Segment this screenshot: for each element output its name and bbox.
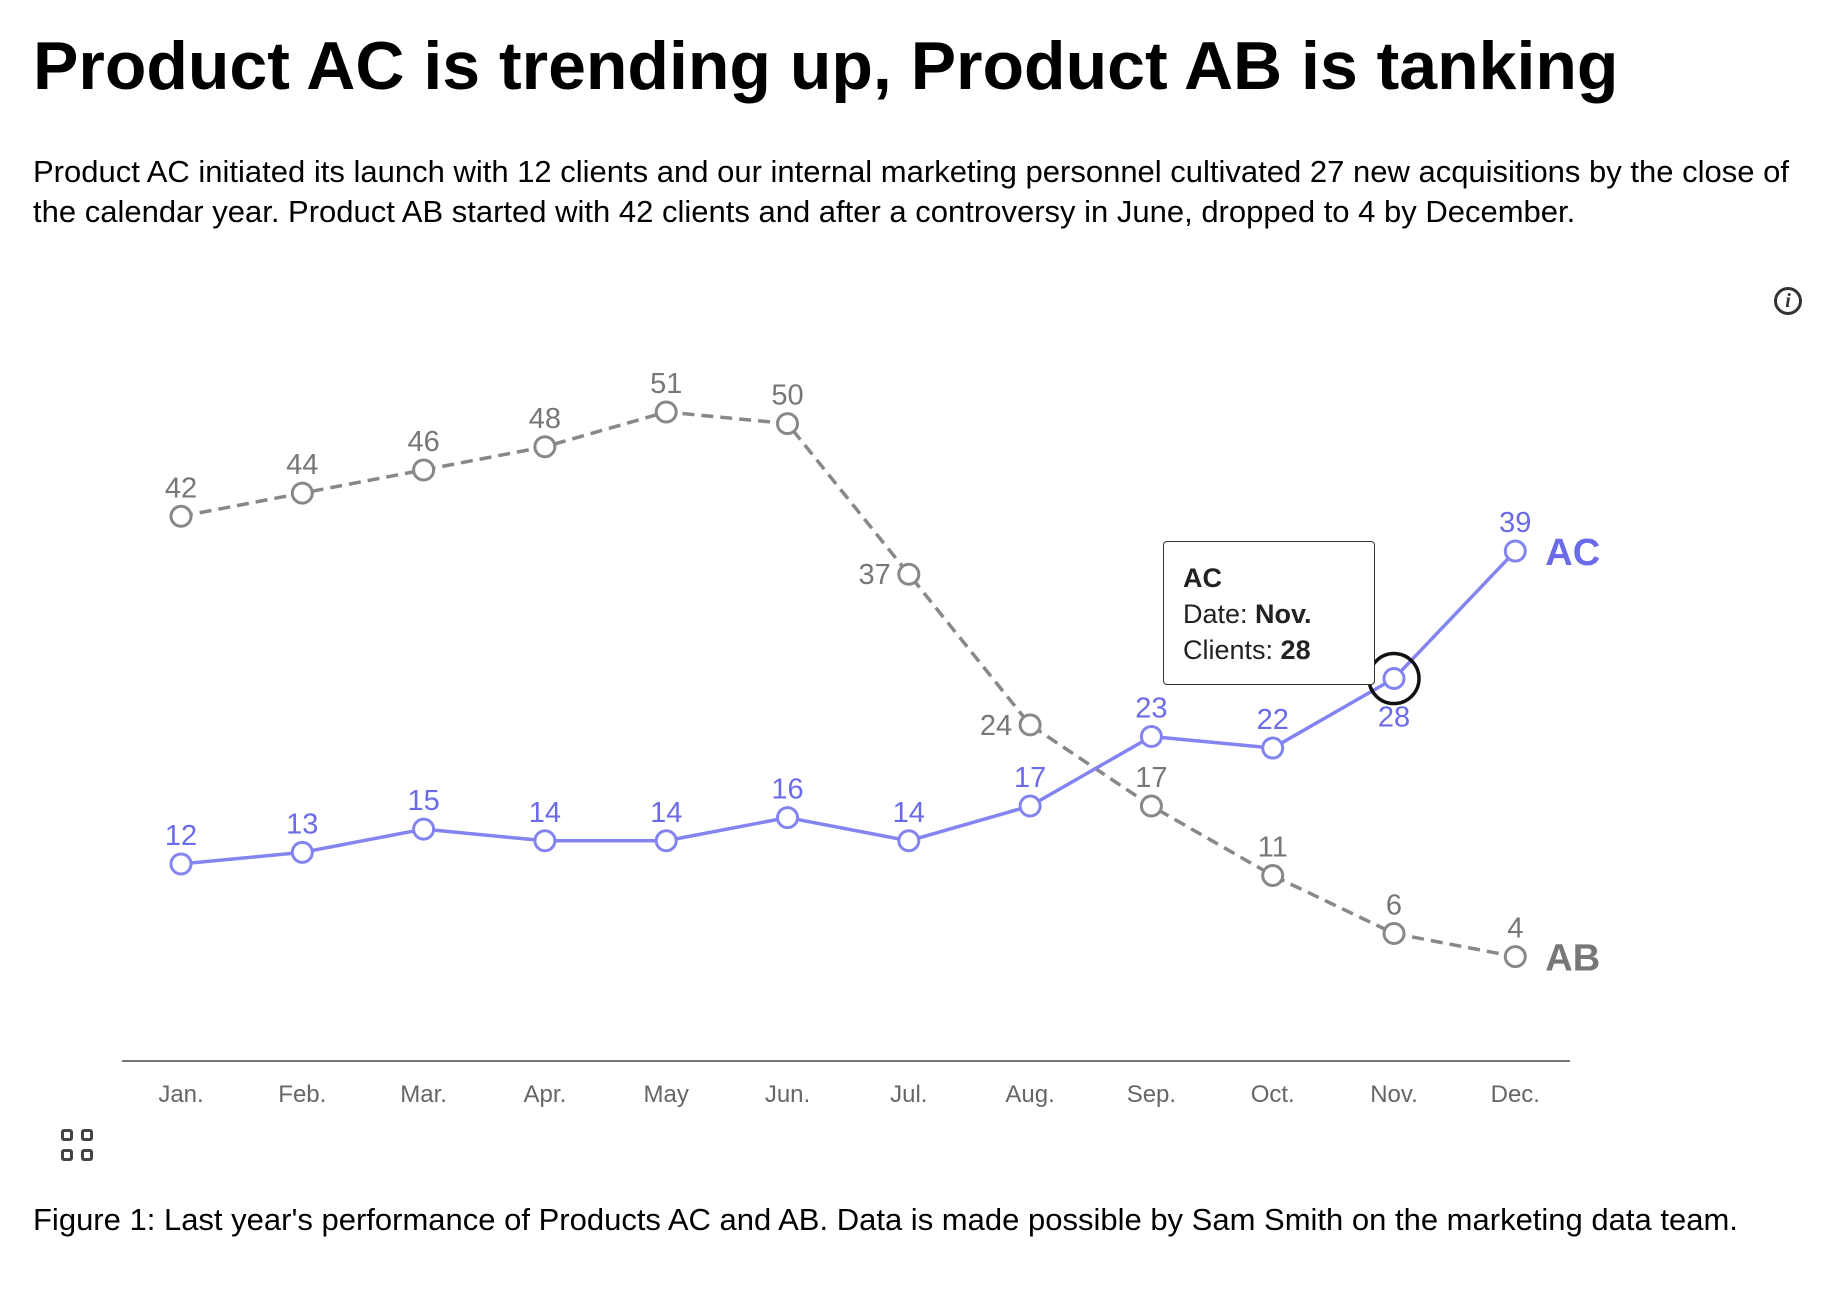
tooltip-date-value: Nov.	[1255, 599, 1312, 629]
x-tick-label: Apr.	[524, 1081, 567, 1108]
x-tick-label: Oct.	[1251, 1081, 1295, 1108]
info-icon-glyph: i	[1785, 289, 1791, 312]
hover-tooltip: AC Date: Nov. Clients: 28	[1163, 541, 1375, 685]
x-tick-label: Sep.	[1127, 1081, 1176, 1108]
chart-subtitle: Product AC initiated its launch with 12 …	[33, 154, 1789, 229]
grid-view-icon[interactable]	[61, 1129, 97, 1165]
x-tick-label: Mar.	[400, 1081, 447, 1108]
x-tick-label: Jul.	[890, 1081, 927, 1108]
chart-title: Product AC is trending up, Product AB is…	[33, 28, 1619, 104]
data-point-ac[interactable]	[776, 806, 799, 830]
data-point-ab[interactable]	[1261, 864, 1285, 888]
x-tick-label: Dec.	[1491, 1081, 1540, 1108]
data-points	[169, 400, 1527, 969]
data-point-ac[interactable]	[1018, 794, 1042, 818]
data-label-ac: 39	[1499, 507, 1531, 539]
data-point-ac[interactable]	[169, 852, 193, 876]
data-point-ab[interactable]	[1503, 945, 1527, 969]
data-point-ab[interactable]	[1382, 921, 1406, 945]
data-point-ab[interactable]	[169, 504, 193, 528]
data-label-ab: 42	[165, 472, 197, 504]
data-point-ac[interactable]	[1503, 539, 1527, 563]
data-label-ab: 24	[980, 710, 1012, 742]
series-lines	[180, 410, 1517, 959]
x-tick-label: May	[644, 1081, 689, 1108]
data-label-ac: 15	[407, 785, 439, 817]
data-point-ab[interactable]	[654, 400, 678, 424]
series-end-label-ab: AB	[1545, 938, 1600, 980]
data-label-ac: 14	[650, 797, 682, 829]
data-point-ac[interactable]	[1139, 724, 1163, 748]
data-label-ab: 50	[771, 380, 803, 412]
data-label-ab: 6	[1386, 889, 1402, 921]
data-label-ac: 28	[1378, 702, 1410, 734]
data-label-ab: 4	[1507, 913, 1523, 945]
figure-caption: Figure 1: Last year's performance of Pro…	[33, 1202, 1738, 1237]
data-point-ac[interactable]	[290, 840, 314, 864]
data-point-ab[interactable]	[412, 458, 436, 482]
data-point-ab[interactable]	[533, 435, 557, 459]
data-label-ab: 44	[286, 449, 318, 481]
data-point-ab[interactable]	[776, 412, 799, 436]
x-tick-label: Jan.	[158, 1081, 203, 1108]
data-point-ab[interactable]	[1018, 713, 1042, 737]
data-label-ac: 14	[893, 797, 925, 829]
data-point-ac[interactable]	[1382, 667, 1406, 691]
x-tick-label: Jun.	[765, 1081, 810, 1108]
tooltip-series-name: AC	[1183, 563, 1222, 593]
series-line-ac	[180, 549, 1517, 866]
data-label-ab: 48	[529, 403, 561, 435]
data-point-ab[interactable]	[897, 562, 921, 586]
data-label-ac: 22	[1257, 704, 1289, 736]
data-label-ab: 17	[1135, 762, 1167, 794]
x-tick-label: Feb.	[278, 1081, 326, 1108]
data-label-ab: 51	[650, 368, 682, 400]
tooltip-clients-row: Clients: 28	[1183, 632, 1374, 668]
info-icon[interactable]: i	[1774, 287, 1802, 315]
data-label-ab: 11	[1258, 832, 1288, 864]
x-axis-tick-labels: Jan. Feb. Mar. Apr. May Jun. Jul. Aug. Sep. Oct. N…	[158, 1081, 1540, 1108]
x-tick-label: Aug.	[1005, 1081, 1054, 1108]
data-label-ac: 23	[1135, 692, 1167, 724]
tooltip-date-label: Date:	[1183, 599, 1256, 629]
data-point-ac[interactable]	[654, 829, 678, 853]
data-label-ac: 13	[286, 808, 318, 840]
data-label-ac: 17	[1014, 762, 1046, 794]
tooltip-clients-value: 28	[1280, 635, 1311, 665]
series-end-label-ac: AC	[1545, 532, 1600, 574]
data-label-ac: 14	[529, 797, 561, 829]
tooltip-date-row: Date: Nov.	[1183, 596, 1374, 632]
x-tick-label: Nov.	[1370, 1081, 1418, 1108]
data-point-ac[interactable]	[1261, 736, 1285, 760]
tooltip-clients-label: Clients:	[1183, 635, 1281, 665]
data-point-ac[interactable]	[533, 829, 557, 853]
data-point-ab[interactable]	[1139, 794, 1163, 818]
data-label-ab: 37	[859, 559, 891, 591]
data-point-ac[interactable]	[897, 829, 921, 853]
data-point-ac[interactable]	[412, 817, 436, 841]
series-line-ab	[180, 410, 1516, 959]
data-label-ac: 16	[771, 774, 803, 806]
data-point-ab[interactable]	[290, 481, 314, 505]
data-label-ac: 12	[165, 820, 197, 852]
data-label-ab: 46	[407, 426, 439, 458]
